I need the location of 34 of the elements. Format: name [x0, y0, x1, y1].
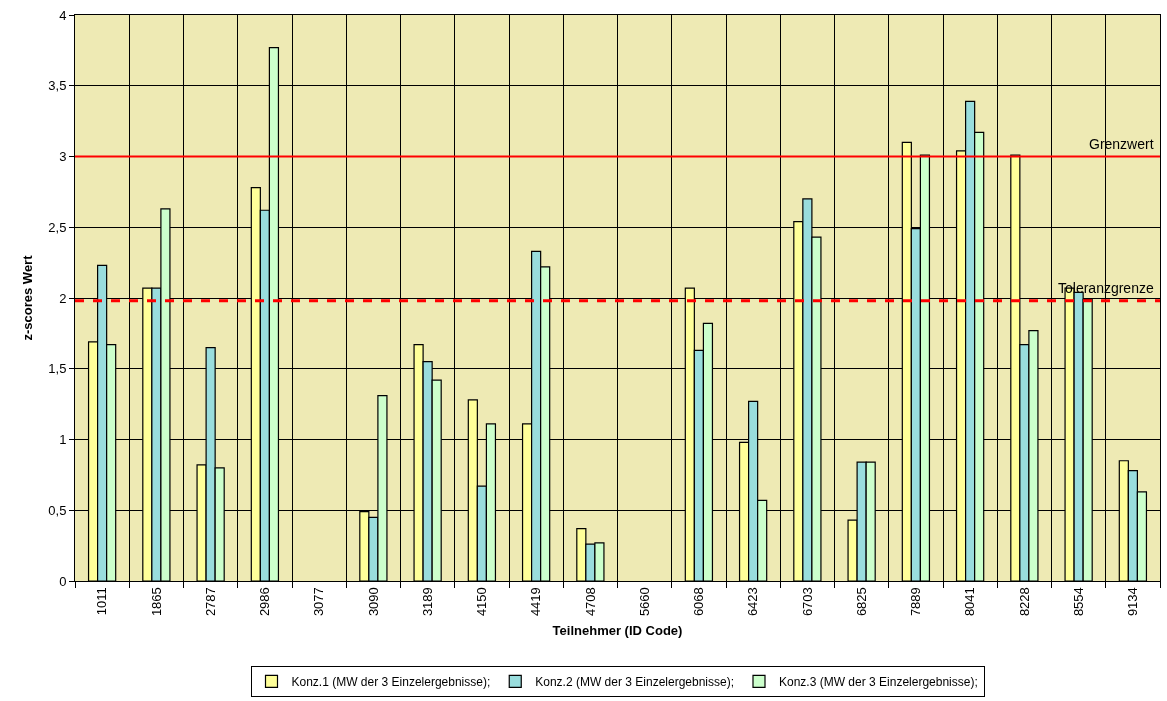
- x-tick-label: 4708: [582, 587, 598, 617]
- x-tick-label: 5660: [636, 587, 652, 617]
- y-tick-label: 3: [59, 149, 67, 165]
- x-axis-title: Teilnehmer (ID Code): [552, 622, 683, 638]
- y-tick-label: 0: [59, 573, 67, 589]
- x-tick-label: 1865: [148, 587, 164, 617]
- x-tick-label: 3077: [311, 587, 327, 617]
- y-tick-label: 2,5: [48, 219, 67, 235]
- x-tick-label: 6703: [799, 587, 815, 617]
- x-tick-label: 4150: [474, 587, 490, 617]
- x-tick-label: 6423: [745, 587, 761, 617]
- x-tick-label: 6068: [691, 587, 707, 617]
- y-tick-label: 4: [59, 7, 67, 23]
- x-tick-label: 6825: [853, 587, 869, 617]
- x-tick-label: 1011: [94, 587, 110, 616]
- y-tick-label: 3,5: [48, 78, 67, 94]
- x-tick-label: 7889: [908, 587, 924, 617]
- x-tick-label: 2787: [202, 587, 218, 617]
- y-tick-label: 1: [59, 432, 67, 448]
- x-tick-label: 8554: [1070, 587, 1086, 617]
- x-tick-label: 8228: [1016, 587, 1032, 617]
- x-tick-label: 2986: [257, 587, 273, 617]
- x-tick-label: 3090: [365, 587, 381, 617]
- x-tick-label: 9134: [1125, 587, 1141, 617]
- x-tick-label: 8041: [962, 587, 978, 617]
- y-tick-label: 0,5: [48, 502, 67, 518]
- legend-label: Konz.2 (MW der 3 Einzelergebnisse);: [535, 675, 734, 690]
- y-tick-label: 1,5: [48, 361, 67, 377]
- legend-label: Konz.1 (MW der 3 Einzelergebnisse);: [291, 675, 491, 690]
- y-axis-title: z-scores Wert: [20, 254, 36, 341]
- legend-label: Konz.3 (MW der 3 Einzelergebnisse);: [779, 675, 978, 690]
- x-tick-label: 3189: [419, 587, 435, 617]
- x-tick-label: 4419: [528, 587, 544, 617]
- y-tick-label: 2: [59, 290, 67, 306]
